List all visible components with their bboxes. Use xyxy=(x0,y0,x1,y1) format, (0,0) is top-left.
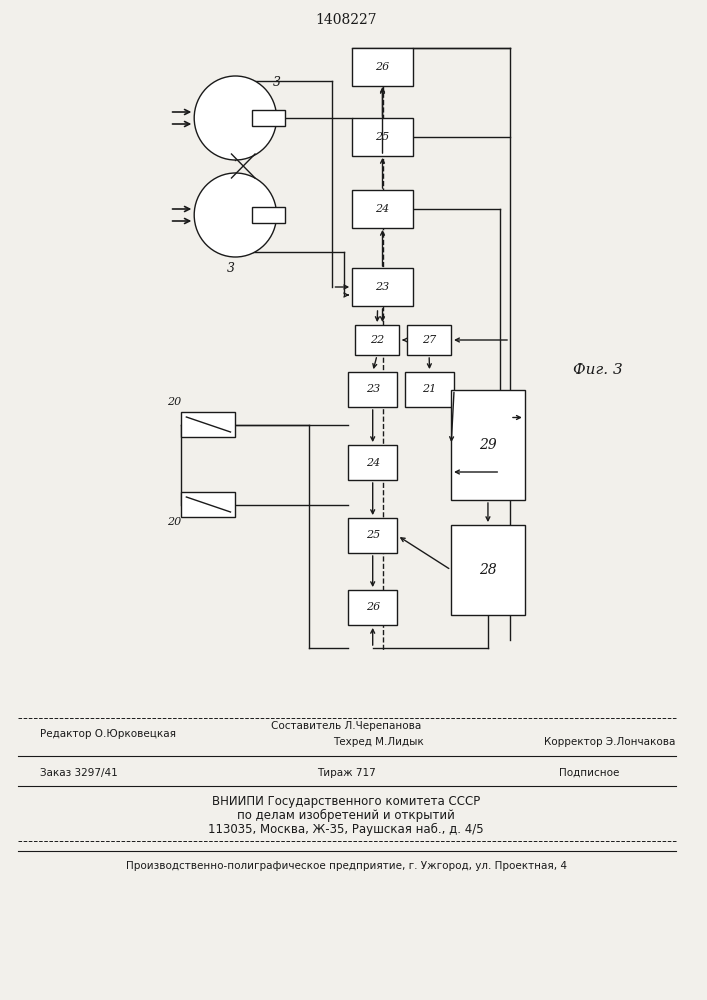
Text: 20: 20 xyxy=(167,397,181,407)
Bar xyxy=(182,492,235,517)
Text: Подписное: Подписное xyxy=(559,768,619,778)
Bar xyxy=(355,325,399,355)
Bar xyxy=(352,268,413,306)
Text: ВНИИПИ Государственного комитета СССР: ВНИИПИ Государственного комитета СССР xyxy=(212,794,480,808)
Text: 21: 21 xyxy=(423,384,437,394)
Text: 3: 3 xyxy=(226,261,235,274)
Circle shape xyxy=(194,173,276,257)
Bar xyxy=(252,110,286,126)
Text: Редактор О.Юрковецкая: Редактор О.Юрковецкая xyxy=(40,729,176,739)
Text: Заказ 3297/41: Заказ 3297/41 xyxy=(40,768,117,778)
Bar xyxy=(352,118,413,156)
Bar xyxy=(451,390,525,500)
Bar xyxy=(352,48,413,86)
Text: Тираж 717: Тираж 717 xyxy=(317,768,375,778)
Text: 1408227: 1408227 xyxy=(315,13,377,27)
Bar xyxy=(348,372,397,407)
Text: 113035, Москва, Ж-35, Раушская наб., д. 4/5: 113035, Москва, Ж-35, Раушская наб., д. … xyxy=(209,822,484,836)
Bar xyxy=(352,190,413,228)
Bar xyxy=(451,525,525,615)
Text: 23: 23 xyxy=(366,384,380,394)
Text: 27: 27 xyxy=(422,335,436,345)
Text: 29: 29 xyxy=(479,438,497,452)
Bar xyxy=(348,590,397,625)
Text: 26: 26 xyxy=(375,62,390,72)
Text: Составитель Л.Черепанова: Составитель Л.Черепанова xyxy=(271,721,421,731)
Text: 28: 28 xyxy=(479,563,497,577)
Text: 24: 24 xyxy=(375,204,390,214)
Bar xyxy=(348,518,397,553)
Bar xyxy=(407,325,451,355)
Text: 20: 20 xyxy=(167,517,181,527)
Text: 23: 23 xyxy=(375,282,390,292)
Text: 25: 25 xyxy=(366,530,380,540)
Text: Техред М.Лидык: Техред М.Лидык xyxy=(334,737,424,747)
Circle shape xyxy=(194,76,276,160)
Bar xyxy=(252,207,286,223)
Text: 24: 24 xyxy=(366,458,380,468)
Text: Производственно-полиграфическое предприятие, г. Ужгород, ул. Проектная, 4: Производственно-полиграфическое предприя… xyxy=(126,861,567,871)
Bar xyxy=(348,445,397,480)
Text: Корректор Э.Лончакова: Корректор Э.Лончакова xyxy=(544,737,676,747)
Bar xyxy=(405,372,454,407)
Bar xyxy=(182,412,235,437)
Text: по делам изобретений и открытий: по делам изобретений и открытий xyxy=(238,808,455,822)
Text: 26: 26 xyxy=(366,602,380,612)
Text: 25: 25 xyxy=(375,132,390,142)
Text: 22: 22 xyxy=(370,335,384,345)
Text: Фиг. 3: Фиг. 3 xyxy=(573,363,623,377)
Text: 3: 3 xyxy=(273,77,281,90)
